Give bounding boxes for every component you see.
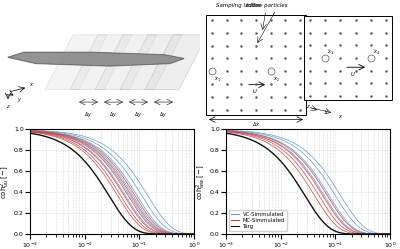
Text: $\tilde{x}_1$: $\tilde{x}_1$ (214, 75, 221, 84)
Text: $\tilde{x}_2$: $\tilde{x}_2$ (273, 75, 280, 84)
Text: $z$: $z$ (6, 103, 10, 110)
Text: $\Delta y$: $\Delta y$ (109, 110, 118, 119)
Text: $\Delta y$: $\Delta y$ (134, 110, 143, 119)
Bar (206, 15, 306, 115)
Text: $\tilde{x}_1$: $\tilde{x}_1$ (327, 48, 334, 57)
Text: $U$: $U$ (252, 87, 258, 95)
Text: $y$: $y$ (324, 108, 329, 116)
Text: $\Delta x$: $\Delta x$ (252, 120, 260, 128)
Polygon shape (145, 35, 207, 90)
Text: Sampling ladder: Sampling ladder (216, 3, 261, 8)
Text: $\tilde{x}_4$: $\tilde{x}_4$ (373, 48, 380, 57)
Text: $U$: $U$ (350, 70, 356, 78)
Polygon shape (120, 35, 182, 90)
Y-axis label: $\mathrm{coh}^2_{ww}\;[-]$: $\mathrm{coh}^2_{ww}\;[-]$ (195, 164, 208, 199)
Polygon shape (45, 35, 107, 90)
Text: $x$: $x$ (30, 81, 34, 88)
Text: $x$: $x$ (338, 113, 343, 120)
Text: Inflow particles: Inflow particles (246, 3, 288, 8)
Bar (304, 16, 392, 100)
Text: $z$: $z$ (306, 103, 311, 110)
Text: $y$: $y$ (18, 96, 22, 104)
Polygon shape (70, 35, 132, 90)
Text: $\Delta y$: $\Delta y$ (84, 110, 93, 119)
Legend: VC-Simmulated, MC-Simmulated, Targ: VC-Simmulated, MC-Simmulated, Targ (229, 210, 287, 231)
Y-axis label: $\mathrm{coh}^2_{uu}\;[-]$: $\mathrm{coh}^2_{uu}\;[-]$ (0, 165, 12, 199)
Text: $\Delta y$: $\Delta y$ (159, 110, 168, 119)
Polygon shape (8, 52, 184, 66)
Polygon shape (95, 35, 157, 90)
